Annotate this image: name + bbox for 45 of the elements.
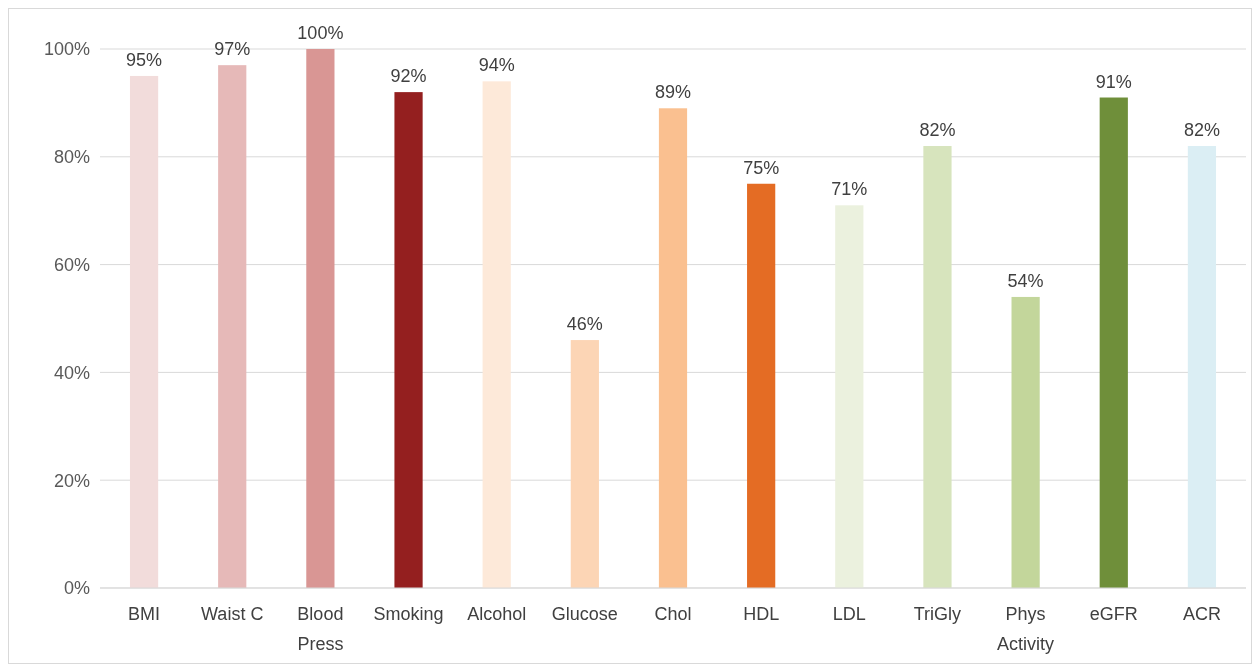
data-label: 97% <box>214 39 251 60</box>
data-label: 94% <box>478 55 515 76</box>
x-tick-label: Alcohol <box>467 604 527 624</box>
data-label: 71% <box>831 179 868 200</box>
data-label: 91% <box>1095 71 1132 92</box>
data-label: 89% <box>654 82 692 103</box>
data-label: 75% <box>743 157 780 178</box>
y-tick-label: 100% <box>43 39 90 60</box>
bar <box>570 340 599 588</box>
x-tick-label: Glucose <box>551 604 618 624</box>
y-tick-label: 40% <box>53 362 90 383</box>
data-label: 95% <box>126 49 163 70</box>
y-tick-label: 80% <box>53 147 90 168</box>
bar <box>835 205 864 588</box>
bar <box>306 49 335 588</box>
data-label: 82% <box>919 120 956 141</box>
bar <box>658 108 688 588</box>
data-label: 82% <box>1183 120 1220 141</box>
x-tick-label: LDL <box>832 604 866 624</box>
data-label: 54% <box>1007 270 1044 291</box>
bar <box>482 81 511 588</box>
x-tick-label: Blood Press <box>297 604 344 654</box>
x-tick-label: TriGly <box>913 604 962 624</box>
bar <box>747 183 776 588</box>
x-tick-label: Phys Activity <box>997 604 1055 654</box>
x-tick-label: Chol <box>654 604 692 624</box>
bar <box>1011 296 1040 588</box>
data-label: 92% <box>390 66 427 87</box>
bar <box>1187 146 1217 588</box>
y-tick-label: 20% <box>53 470 90 491</box>
data-label: 46% <box>566 314 603 335</box>
bar <box>1099 97 1128 588</box>
x-tick-label: Smoking <box>373 604 444 624</box>
x-tick-label: BMI <box>128 604 161 624</box>
x-tick-label: Waist C <box>201 604 264 624</box>
bar <box>129 75 159 588</box>
y-tick-label: 0% <box>63 578 90 599</box>
data-label: 100% <box>297 23 344 43</box>
bar <box>923 146 952 588</box>
x-tick-label: ACR <box>1182 604 1221 624</box>
bar <box>394 92 423 588</box>
x-tick-label: HDL <box>743 604 780 624</box>
x-tick-label: eGFR <box>1089 604 1138 624</box>
bar <box>218 65 247 588</box>
y-tick-label: 60% <box>53 254 90 275</box>
